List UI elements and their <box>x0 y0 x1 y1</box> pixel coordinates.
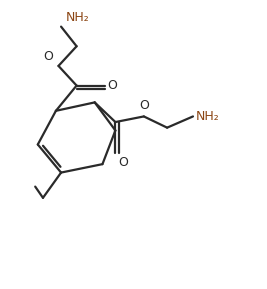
Text: O: O <box>139 99 149 112</box>
Text: NH₂: NH₂ <box>66 11 90 24</box>
Text: O: O <box>118 156 128 169</box>
Text: O: O <box>44 50 53 63</box>
Text: O: O <box>108 79 117 92</box>
Text: NH₂: NH₂ <box>196 110 219 123</box>
